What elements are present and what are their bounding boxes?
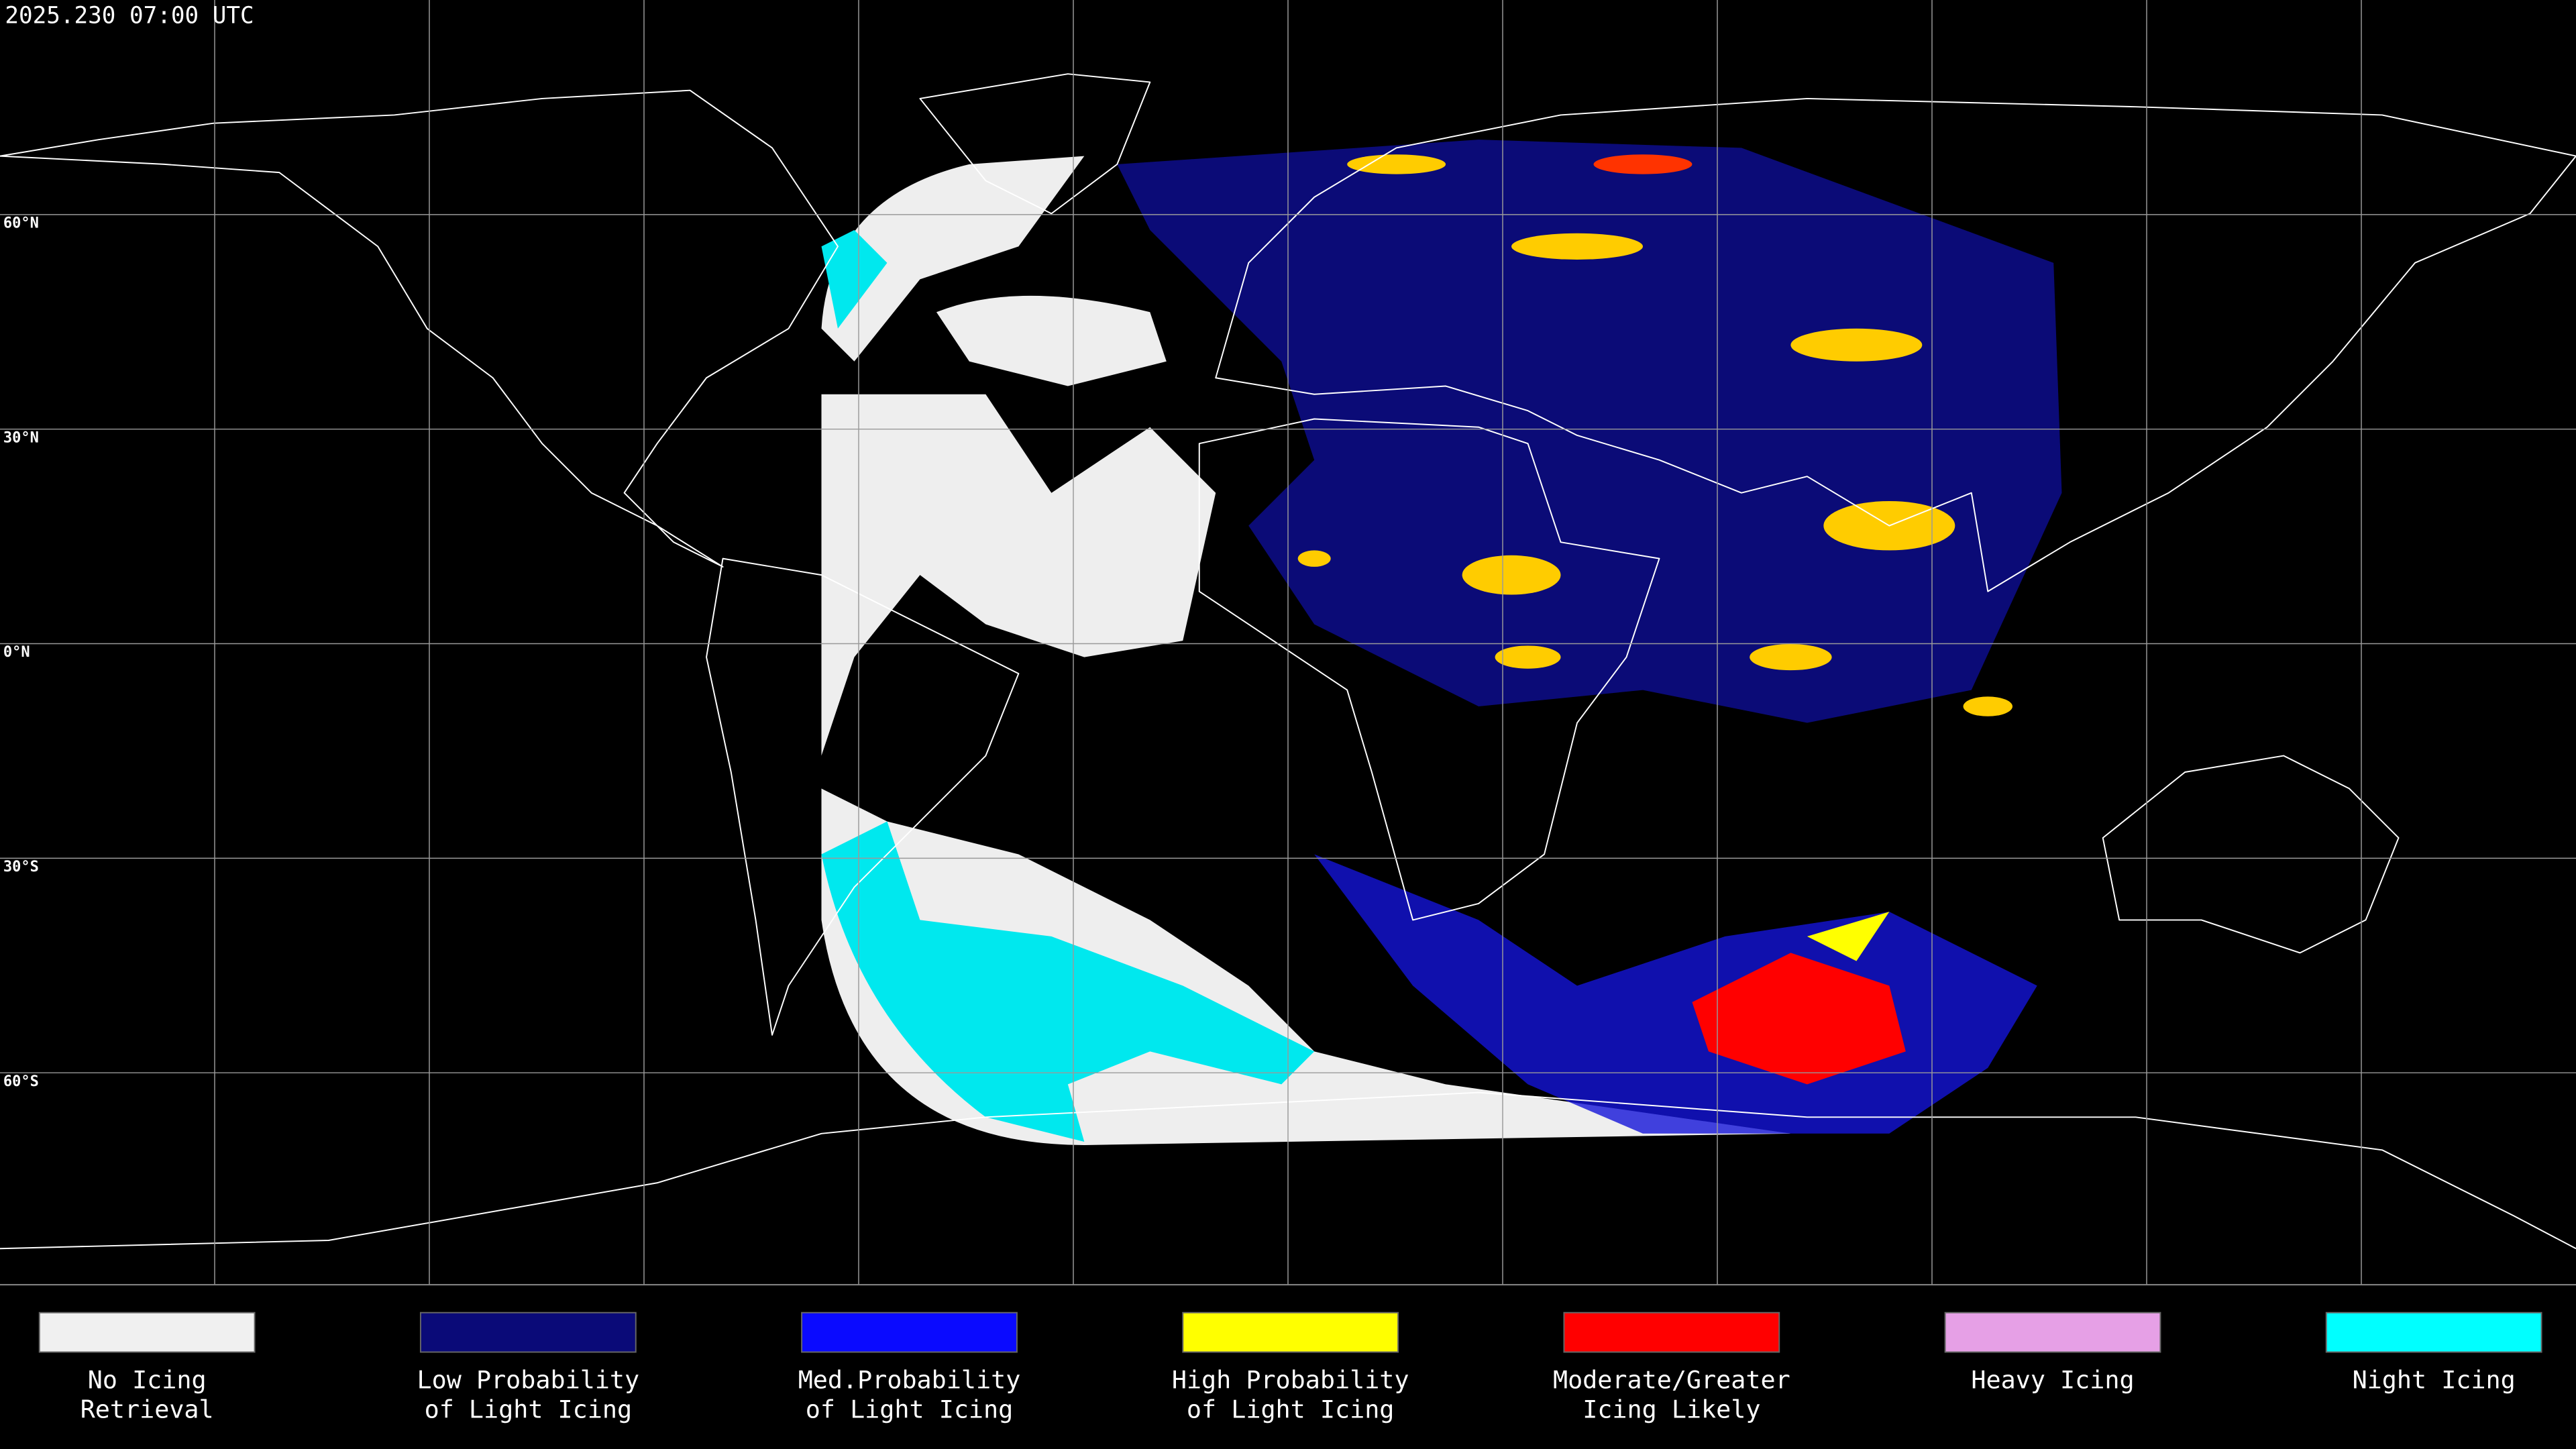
coastlines xyxy=(0,73,2576,1250)
legend-label: Moderate/Greater xyxy=(1553,1365,1790,1394)
legend-label: Heavy Icing xyxy=(1971,1365,2134,1394)
latitude-label: 30°S xyxy=(3,859,39,875)
cloud-icing-med xyxy=(1117,140,2062,723)
legend-swatch xyxy=(801,1311,1018,1353)
cloud-icing-high xyxy=(1297,154,2012,716)
cloud-no-icing xyxy=(821,156,1085,362)
cloud-night-icing xyxy=(821,821,1315,1142)
legend-swatch xyxy=(419,1311,637,1353)
north-america xyxy=(0,89,839,568)
south-america xyxy=(706,557,1020,1036)
legend-label: Night Icing xyxy=(2353,1365,2516,1394)
cloud-no-icing xyxy=(936,295,1167,386)
legend-swatch xyxy=(38,1311,256,1353)
legend-swatch xyxy=(1944,1311,2161,1353)
cloud-icing-high xyxy=(1807,912,1890,961)
legend-swatch xyxy=(2325,1311,2542,1353)
satellite-imagery xyxy=(821,140,2074,1145)
timestamp: 2025.230 07:00 UTC xyxy=(5,2,254,29)
latitude-label: 30°N xyxy=(3,429,39,446)
legend-label: High Probability xyxy=(1172,1365,1409,1394)
legend-label: Retrieval xyxy=(80,1395,214,1424)
legend-label: No Icing xyxy=(88,1365,207,1394)
legend-label: Icing Likely xyxy=(1582,1395,1760,1424)
legend-label: Med.Probability xyxy=(798,1365,1021,1394)
cloud-icing-moderate xyxy=(1692,953,1906,1085)
legend-label: of Light Icing xyxy=(425,1395,633,1424)
legend-label: of Light Icing xyxy=(806,1395,1013,1424)
latitude-label: 60°S xyxy=(3,1073,39,1090)
greenland xyxy=(919,73,1151,215)
antarctica xyxy=(0,1091,2576,1250)
cloud-night-icing xyxy=(821,229,888,329)
africa xyxy=(1198,418,1660,921)
legend-label: Low Probability xyxy=(417,1365,640,1394)
eurasia xyxy=(1215,97,2576,592)
legend-swatch xyxy=(1563,1311,1780,1353)
graticule: 60°N 30°N 0°N 30°S 60°S xyxy=(0,0,2576,1285)
cloud-no-icing xyxy=(821,394,1216,756)
legend-swatch xyxy=(1182,1311,1399,1353)
legend-label: of Light Icing xyxy=(1187,1395,1395,1424)
australia xyxy=(2102,755,2400,954)
latitude-label: 60°N xyxy=(3,215,39,231)
latitude-label: 0°N xyxy=(3,644,30,661)
